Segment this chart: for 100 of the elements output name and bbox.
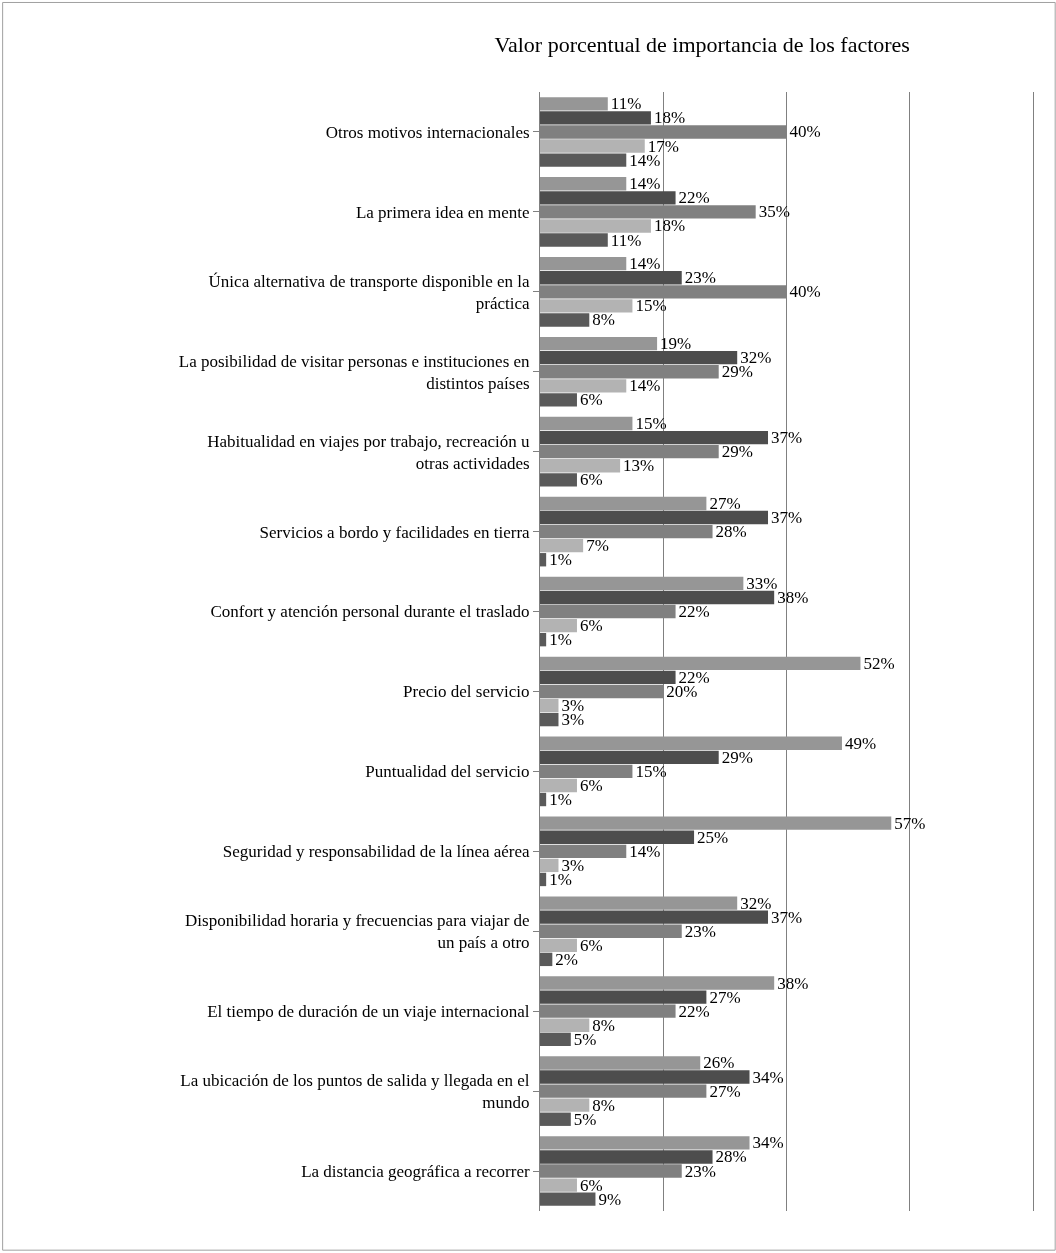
bar [540, 313, 590, 327]
data-label: 22% [678, 188, 710, 208]
y-tick-label: La posibilidad de visitar personas e instituciones en distintos países [178, 351, 531, 393]
data-label: 40% [789, 122, 821, 142]
data-label: 14% [629, 376, 661, 396]
bar [540, 416, 633, 431]
data-label: 7% [586, 536, 609, 556]
bar [540, 379, 627, 393]
bar [540, 976, 775, 990]
bar [540, 351, 738, 365]
bar [540, 111, 651, 125]
data-label: 22% [678, 667, 710, 687]
data-label: 6% [579, 470, 603, 490]
y-tick-label: Precio del servicio [403, 682, 530, 702]
bar [540, 1032, 571, 1046]
y-tick-label: Habitualidad en viajes por trabajo, recreación u otras actividades [207, 431, 531, 473]
bar [540, 896, 738, 910]
data-label: 34% [752, 1133, 784, 1153]
bar [540, 778, 577, 793]
data-label: 3% [561, 710, 585, 730]
data-label: 29% [721, 362, 753, 382]
data-label: 18% [653, 216, 686, 236]
bar [540, 271, 682, 285]
bar [540, 191, 676, 205]
y-tick-label: Confort y atención personal durante el traslado [210, 602, 530, 622]
data-label: 49% [844, 733, 877, 753]
data-label: 1% [549, 790, 572, 810]
bar [540, 1136, 750, 1150]
data-label: 6% [579, 935, 603, 955]
y-tick-label: Única alternativa de transporte disponible en la práctica [208, 271, 531, 313]
data-label: 19% [660, 334, 692, 354]
data-label: 32% [740, 893, 772, 913]
data-label: 14% [629, 841, 661, 861]
bar [540, 590, 775, 605]
data-label: 6% [579, 775, 603, 795]
bar [540, 736, 842, 750]
data-label: 29% [721, 442, 753, 462]
data-label: 29% [721, 747, 753, 767]
data-label: 52% [863, 653, 895, 673]
bar [540, 553, 547, 567]
data-label: 37% [771, 508, 803, 528]
data-label: 13% [623, 456, 655, 476]
data-label: 23% [684, 268, 716, 288]
data-label: 27% [709, 493, 741, 513]
bar [540, 750, 719, 765]
data-label: 38% [777, 973, 809, 993]
y-tick-label: La primera idea en mente [355, 202, 530, 222]
bar [540, 938, 577, 952]
bar [540, 858, 559, 873]
bar [540, 656, 861, 671]
bar [540, 618, 577, 633]
data-label: 22% [678, 1001, 710, 1021]
bar [540, 1098, 590, 1112]
data-label: 1% [549, 630, 572, 650]
data-label: 6% [579, 1175, 603, 1195]
bar [540, 712, 559, 727]
bar [540, 336, 658, 351]
bar [540, 97, 608, 111]
bar [540, 153, 627, 167]
bar [540, 670, 676, 685]
bar [540, 698, 559, 713]
y-tick-label: El tiempo de duración de un viaje internacional [207, 1002, 530, 1022]
bar [540, 496, 707, 511]
bar [540, 510, 769, 525]
y-tick-label: Servicios a bordo y facilidades en tierra [259, 522, 531, 542]
bar [540, 830, 695, 844]
bar [540, 1150, 713, 1164]
data-label: 1% [549, 550, 572, 570]
data-label: 15% [635, 296, 667, 316]
bar [540, 1018, 590, 1032]
data-label: 57% [894, 813, 926, 833]
data-label: 38% [777, 587, 809, 607]
data-label: 35% [758, 202, 790, 222]
bar [540, 219, 651, 233]
bar [540, 459, 621, 473]
data-label: 27% [709, 987, 741, 1007]
data-label: 18% [653, 108, 686, 128]
data-label: 8% [592, 1095, 615, 1115]
y-tick-label: Seguridad y responsabilidad de la línea aérea [222, 842, 531, 862]
data-label: 6% [579, 616, 603, 636]
bar [540, 1192, 596, 1206]
data-label: 40% [789, 282, 821, 302]
data-label: 3% [561, 855, 585, 875]
data-label: 34% [752, 1067, 784, 1087]
y-tick-label: Disponibilidad horaria y frecuencias para viajar de un país a otro [185, 911, 530, 953]
data-label: 6% [579, 390, 603, 410]
data-label: 23% [684, 1161, 716, 1181]
data-label: 2% [555, 949, 578, 969]
data-label: 11% [610, 230, 642, 250]
data-label: 11% [610, 94, 642, 114]
bar [540, 792, 547, 807]
bar [540, 393, 577, 407]
bar [540, 816, 892, 830]
data-label: 25% [697, 827, 729, 847]
bar [540, 139, 645, 153]
data-label: 23% [684, 921, 716, 941]
data-label: 8% [592, 1015, 615, 1035]
data-label: 8% [592, 310, 615, 330]
data-label: 28% [715, 522, 747, 542]
bar [540, 872, 547, 887]
